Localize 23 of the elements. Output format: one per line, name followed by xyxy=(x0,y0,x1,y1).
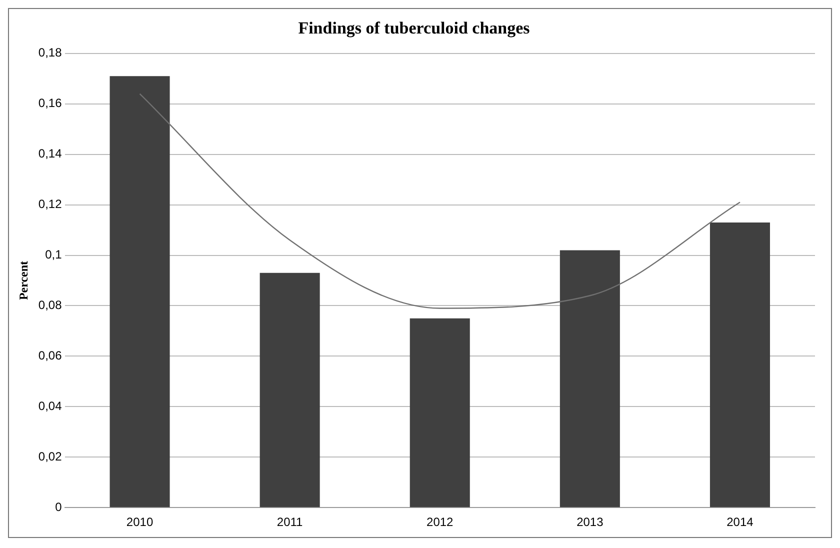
y-tick-label: 0,08 xyxy=(38,298,62,312)
bar xyxy=(710,222,770,508)
x-tick-label: 2011 xyxy=(276,515,304,530)
y-tick-label: 0,12 xyxy=(38,197,62,212)
x-tick-label: 2013 xyxy=(576,515,604,530)
y-axis-title: Percent xyxy=(16,260,30,300)
y-tick-label: 0,04 xyxy=(38,398,62,413)
y-tick-label: 0 xyxy=(55,500,62,514)
y-tick-label: 0,14 xyxy=(38,146,62,161)
bar xyxy=(560,250,620,508)
bar xyxy=(410,318,470,508)
x-tick-label: 2010 xyxy=(126,515,154,530)
y-tick-label: 0,18 xyxy=(38,46,62,60)
x-tick-label: 2014 xyxy=(726,515,754,530)
y-tick-label: 0,16 xyxy=(38,96,62,110)
bar xyxy=(110,76,170,508)
chart-title: Findings of tuberculoid changes xyxy=(298,18,530,38)
x-tick-label: 2012 xyxy=(426,515,454,530)
y-tick-label: 0,06 xyxy=(38,348,62,363)
bar xyxy=(260,272,320,508)
y-tick-label: 0,1 xyxy=(45,248,62,262)
y-tick-label: 0,02 xyxy=(38,449,62,464)
line-series xyxy=(139,93,741,309)
